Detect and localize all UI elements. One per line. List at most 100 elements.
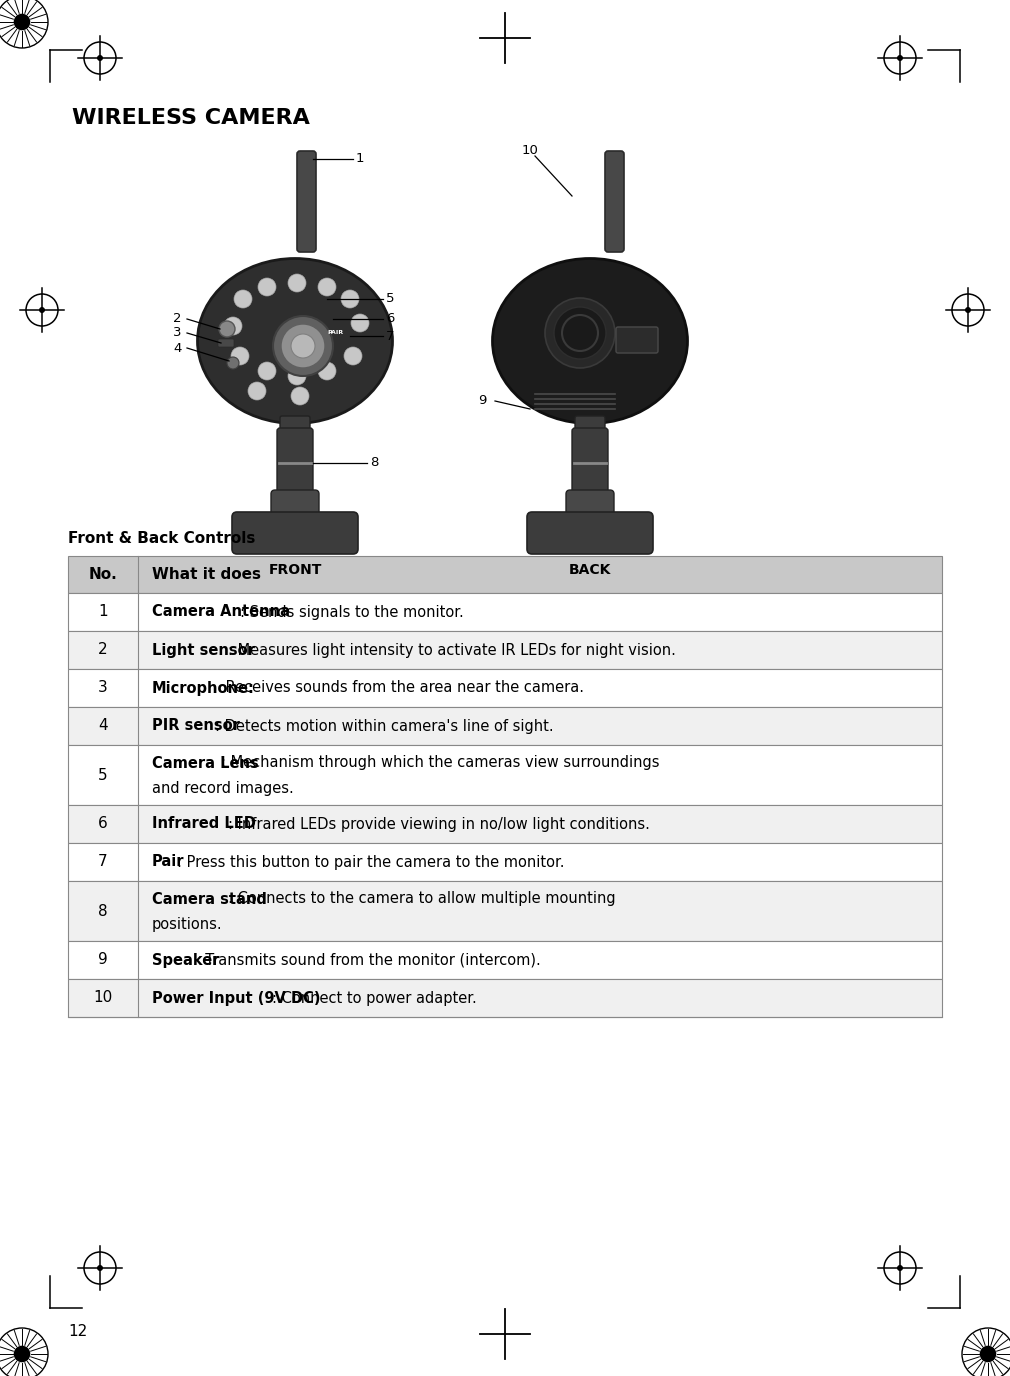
Text: 5: 5 [98,768,108,783]
Ellipse shape [198,259,393,424]
Text: Infrared LED: Infrared LED [152,816,256,831]
Text: 7: 7 [386,329,395,343]
Circle shape [97,1265,103,1271]
Circle shape [0,1328,48,1376]
Circle shape [14,1346,30,1362]
Text: 3: 3 [173,326,182,340]
Circle shape [351,314,369,332]
Text: PAIR: PAIR [327,330,343,336]
FancyBboxPatch shape [575,416,605,438]
Text: : Connect to power adapter.: : Connect to power adapter. [272,991,477,1006]
Circle shape [234,290,252,308]
Text: : Connects to the camera to allow multiple mounting: : Connects to the camera to allow multip… [227,892,615,907]
Text: 2: 2 [173,312,182,326]
Text: What it does: What it does [152,567,261,582]
FancyBboxPatch shape [572,428,608,499]
Bar [68,593,942,632]
FancyBboxPatch shape [527,512,653,555]
FancyBboxPatch shape [232,512,358,555]
Text: Pair: Pair [152,854,185,870]
Text: : Infrared LEDs provide viewing in no/low light conditions.: : Infrared LEDs provide viewing in no/lo… [227,816,649,831]
FancyBboxPatch shape [218,338,234,347]
Text: Speaker: Speaker [152,952,219,967]
Circle shape [288,274,306,292]
Circle shape [219,321,235,337]
FancyBboxPatch shape [605,151,624,252]
Text: : Press this button to pair the camera to the monitor.: : Press this button to pair the camera t… [177,854,565,870]
Circle shape [344,347,362,365]
Circle shape [341,290,359,308]
Circle shape [962,1328,1010,1376]
Text: : Sends signals to the monitor.: : Sends signals to the monitor. [240,604,464,619]
Text: PIR sensor: PIR sensor [152,718,240,733]
Bar [68,556,942,593]
FancyBboxPatch shape [616,327,658,354]
Circle shape [291,387,309,405]
Bar [68,632,942,669]
Text: 5: 5 [386,293,395,305]
Circle shape [965,307,971,312]
Circle shape [980,1346,996,1362]
FancyBboxPatch shape [277,428,313,499]
Circle shape [97,55,103,61]
Circle shape [291,334,315,358]
Circle shape [273,316,333,376]
Text: 4: 4 [173,341,182,355]
Text: : Detects motion within camera's line of sight.: : Detects motion within camera's line of… [215,718,553,733]
Bar [68,669,942,707]
Circle shape [227,356,239,369]
Text: BACK: BACK [569,563,611,577]
Text: Front & Back Controls: Front & Back Controls [68,531,256,546]
Ellipse shape [493,259,688,424]
FancyBboxPatch shape [271,490,319,523]
Text: 6: 6 [386,312,394,326]
Text: 7: 7 [98,854,108,870]
FancyBboxPatch shape [280,416,310,438]
Text: WIRELESS CAMERA: WIRELESS CAMERA [72,107,310,128]
Text: 9: 9 [98,952,108,967]
Bar [68,805,942,843]
Circle shape [554,307,606,359]
Text: Camera Lens: Camera Lens [152,755,259,771]
Bar [68,978,942,1017]
Text: : Measures light intensity to activate IR LEDs for night vision.: : Measures light intensity to activate I… [227,643,676,658]
Text: Camera Antenna: Camera Antenna [152,604,290,619]
Circle shape [0,0,48,48]
Text: 8: 8 [370,457,379,469]
Circle shape [224,316,242,334]
Text: 1: 1 [98,604,108,619]
Bar [68,843,942,881]
Text: positions.: positions. [152,916,222,932]
Bar [68,744,942,805]
Text: 12: 12 [68,1324,87,1339]
Text: : Mechanism through which the cameras view surroundings: : Mechanism through which the cameras vi… [221,755,660,771]
Text: 2: 2 [98,643,108,658]
Text: 10: 10 [522,144,539,157]
Circle shape [14,14,30,30]
Text: Camera stand: Camera stand [152,892,267,907]
Text: 3: 3 [98,681,108,695]
Text: 9: 9 [478,395,487,407]
Circle shape [545,299,615,367]
Bar [68,941,942,978]
Text: Light sensor: Light sensor [152,643,255,658]
FancyBboxPatch shape [566,490,614,523]
Text: 8: 8 [98,904,108,919]
Text: and record images.: and record images. [152,780,294,795]
Text: 10: 10 [93,991,113,1006]
Text: 1: 1 [356,153,365,165]
Circle shape [281,323,325,367]
Circle shape [318,278,336,296]
Circle shape [897,1265,903,1271]
Circle shape [231,347,249,365]
Text: Transmits sound from the monitor (intercom).: Transmits sound from the monitor (interc… [196,952,540,967]
Text: Power Input (9V DC): Power Input (9V DC) [152,991,320,1006]
Text: FRONT: FRONT [269,563,322,577]
Text: Microphone:: Microphone: [152,681,255,695]
Circle shape [897,55,903,61]
Circle shape [39,307,45,312]
Circle shape [258,278,276,296]
FancyBboxPatch shape [297,151,316,252]
Bar [68,881,942,941]
Text: 6: 6 [98,816,108,831]
